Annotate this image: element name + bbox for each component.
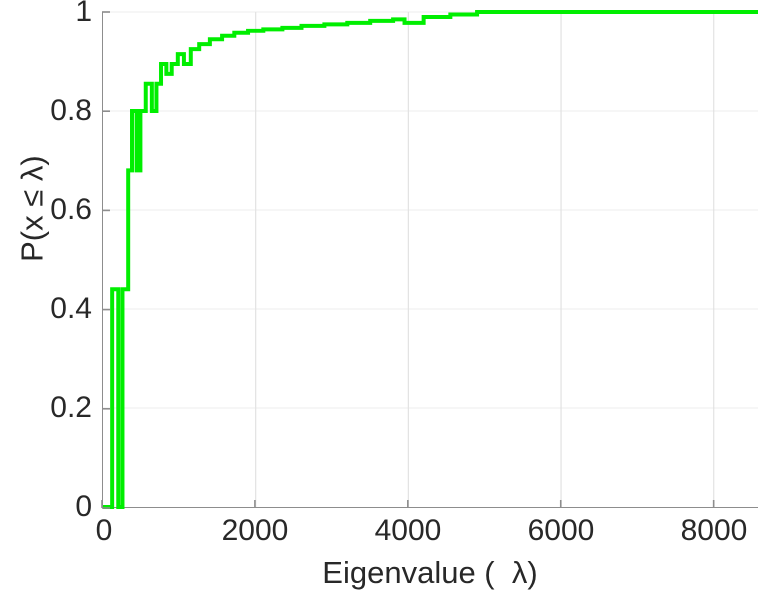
x-axis-tick-labels: 0 2000 4000 6000 8000 <box>0 516 763 556</box>
y-axis-tick-labels: 1 0.8 0.6 0.4 0.2 0 <box>0 0 92 600</box>
cdf-step-curve <box>103 10 758 509</box>
y-axis-label: P(x ≤ λ) <box>14 155 50 262</box>
x-tick-label: 2000 <box>221 514 289 547</box>
x-tick-label: 8000 <box>680 514 748 547</box>
y-tick-label: 1 <box>75 0 92 28</box>
plot-area <box>102 10 758 509</box>
y-tick-label: 0.6 <box>50 193 92 226</box>
y-tick-label: 0.4 <box>50 292 92 325</box>
x-tick-label: 4000 <box>374 514 442 547</box>
x-tick-label: 6000 <box>527 514 595 547</box>
y-tick-label: 0 <box>75 490 92 523</box>
x-tick-label: 0 <box>95 514 113 547</box>
y-tick-label: 0.2 <box>50 391 92 424</box>
x-axis-label: Eigenvalue ( λ) <box>322 555 538 590</box>
y-tick-label: 0.8 <box>50 94 92 127</box>
